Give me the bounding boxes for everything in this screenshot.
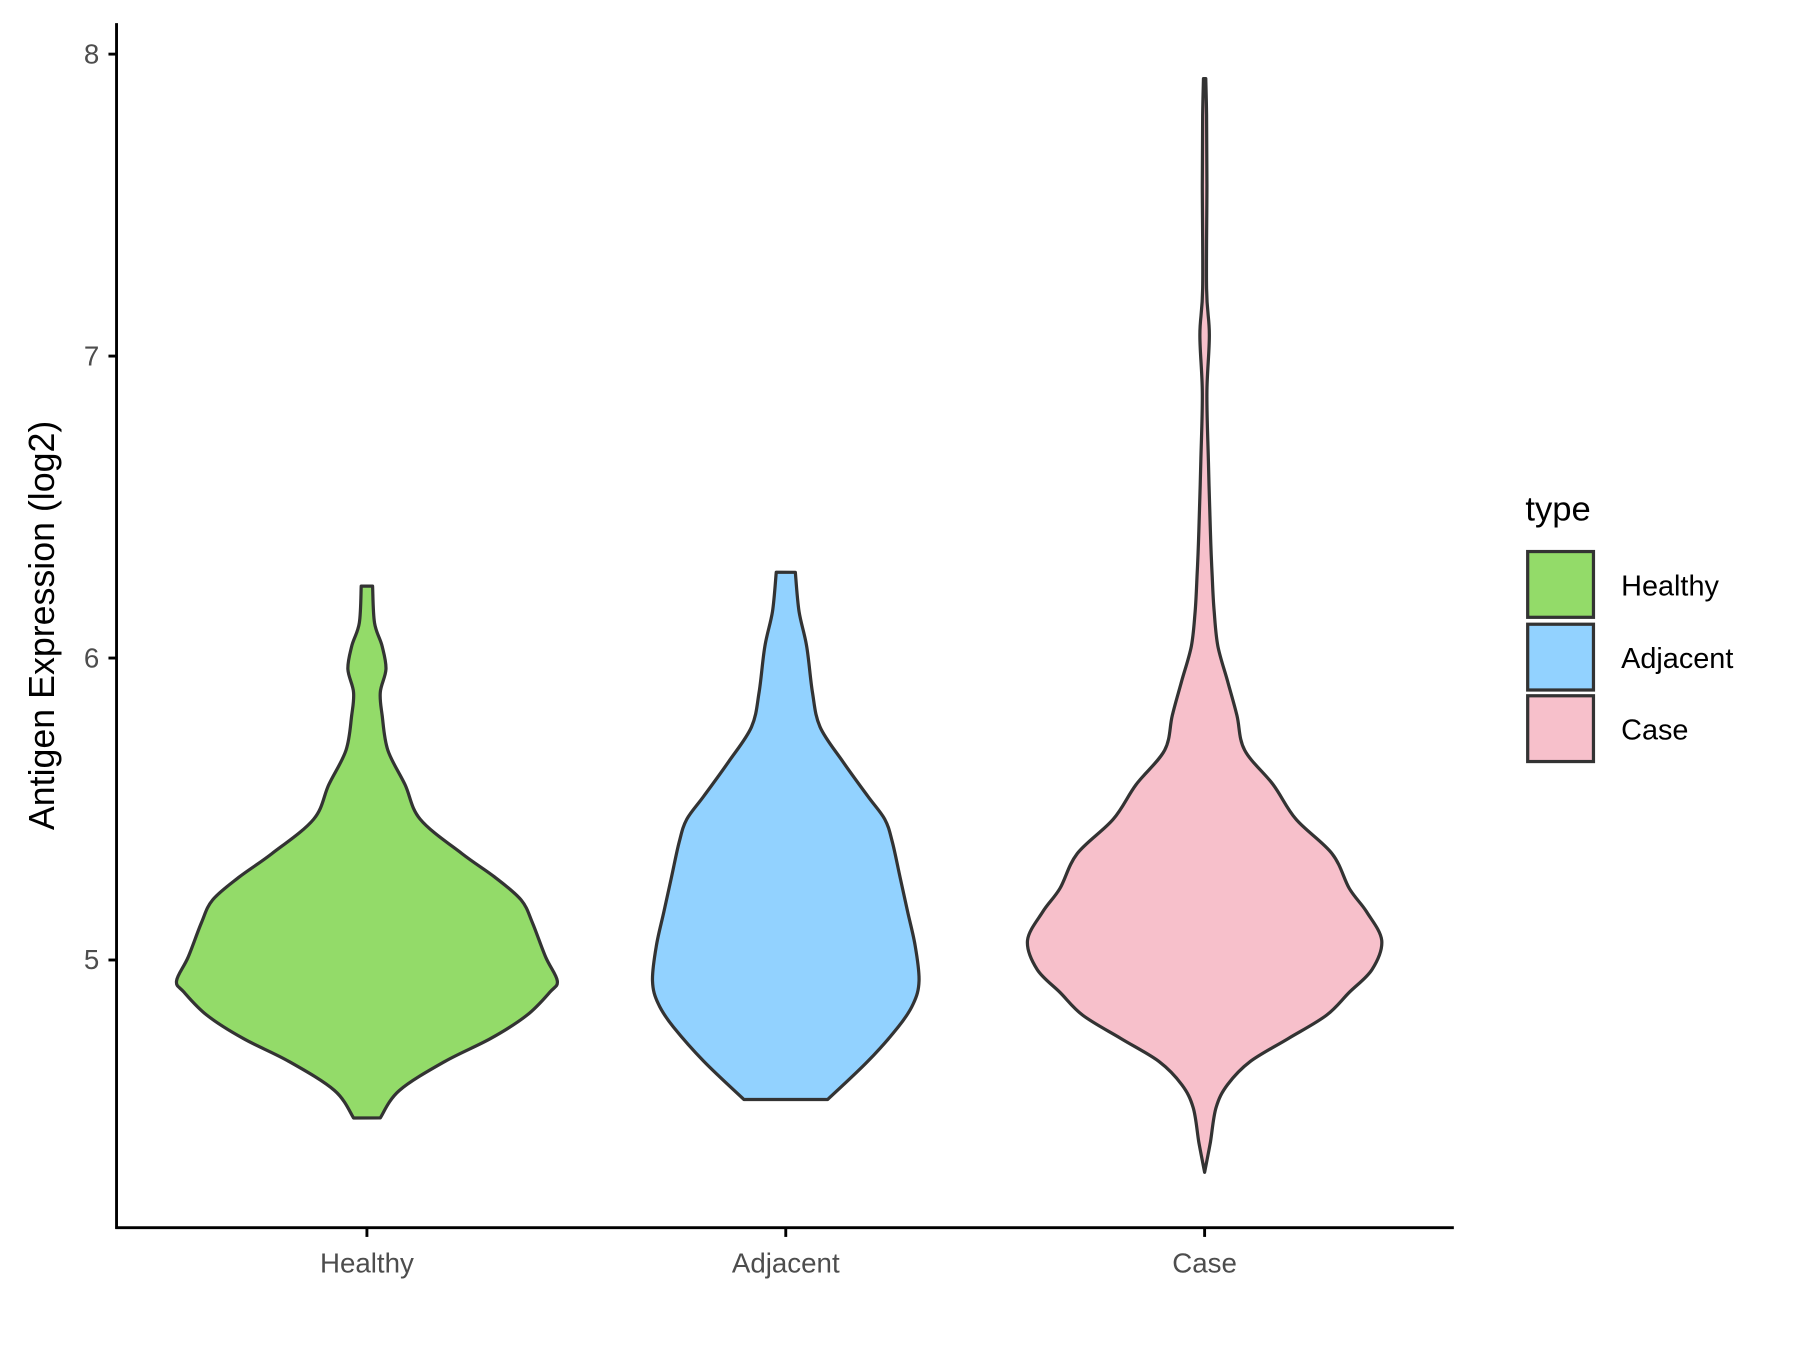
- violins-layer: [174, 76, 1384, 1174]
- legend-label: Case: [1621, 715, 1688, 747]
- x-tick-label: Adjacent: [732, 1248, 840, 1279]
- x-tick-label: Case: [1172, 1248, 1237, 1279]
- legend: type Healthy Adjacent Case: [1525, 490, 1733, 764]
- x-tick-label: Healthy: [320, 1248, 414, 1279]
- legend-key-case: [1526, 694, 1596, 764]
- y-tick-label: 5: [84, 944, 99, 975]
- y-ticks: 5 6 7 8: [84, 38, 117, 975]
- violin-healthy: [174, 584, 560, 1120]
- legend-label: Healthy: [1621, 570, 1719, 602]
- y-tick-label: 8: [84, 38, 99, 69]
- legend-title: type: [1525, 490, 1590, 528]
- violin-case: [1025, 76, 1384, 1174]
- x-ticks: Healthy Adjacent Case: [320, 1227, 1237, 1279]
- legend-label: Adjacent: [1621, 643, 1733, 675]
- legend-key-healthy: [1526, 549, 1596, 619]
- violin-adjacent: [650, 570, 921, 1102]
- y-tick-label: 7: [84, 340, 99, 371]
- y-tick-label: 6: [84, 642, 99, 673]
- y-axis-title: Antigen Expression (log2): [22, 421, 62, 830]
- legend-key-adjacent: [1526, 622, 1596, 692]
